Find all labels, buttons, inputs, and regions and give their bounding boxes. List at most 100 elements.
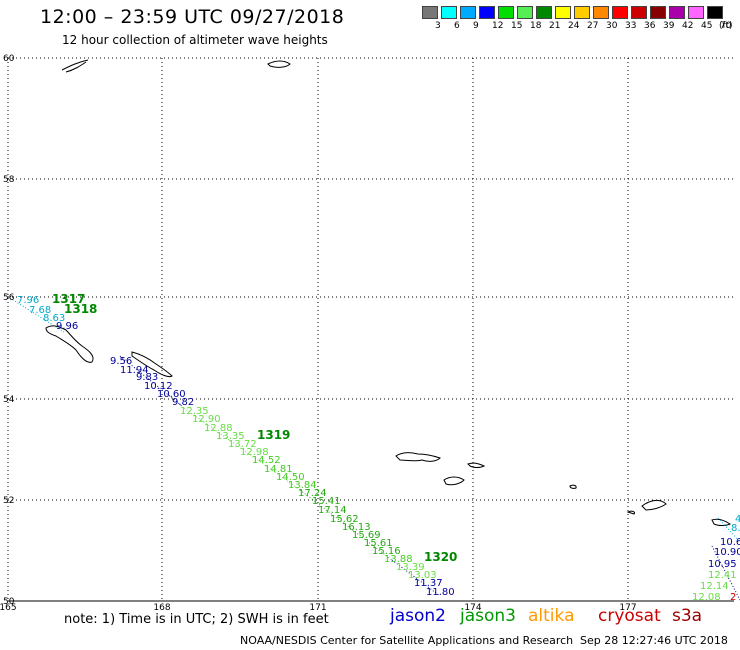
wave-height-value: 12.41: [708, 570, 737, 581]
legend-swatch: [707, 6, 723, 19]
legend-label: 42: [682, 21, 694, 31]
lat-tick-label: 56: [3, 293, 15, 303]
legend-label: 36: [644, 21, 656, 31]
wave-height-value: 13.88: [384, 554, 413, 565]
legend-swatch: [555, 6, 571, 19]
bering-island: [45, 325, 94, 363]
legend-swatch: [593, 6, 609, 19]
axis-ticks: 165 168 171 174 177 50 52 54 56 58 60: [0, 54, 637, 613]
pass-number-label: 1319: [257, 428, 290, 442]
map-title: 12:00 – 23:59 UTC 09/27/2018: [40, 6, 345, 28]
satellite-jason3: jason3: [460, 606, 516, 626]
satellite-cryosat: cryosat: [598, 606, 661, 626]
legend-swatch: [498, 6, 514, 19]
wave-height-value: 12.88: [204, 423, 233, 434]
lat-tick-label: 54: [3, 395, 15, 405]
wave-height-value: 15.69: [352, 530, 381, 541]
legend-label: 6: [454, 21, 460, 31]
wave-height-value: 9.96: [56, 321, 78, 332]
wave-height-value: 13.39: [396, 562, 425, 573]
wave-height-value: 11.80: [426, 587, 455, 598]
altimeter-tracks: [9, 297, 740, 601]
satellite-altika: altika: [528, 606, 575, 626]
wave-height-value: 12.35: [180, 406, 209, 417]
lon-tick-label: 177: [619, 603, 636, 613]
legend-label: 15: [511, 21, 523, 31]
lon-tick-label: 174: [464, 603, 481, 613]
map-subtitle: 12 hour collection of altimeter wave hei…: [62, 33, 328, 47]
wave-height-value: 11.37: [414, 578, 443, 589]
wave-height-value: 2: [730, 592, 736, 603]
wave-height-value: 13.03: [408, 570, 437, 581]
legend-label: 39: [663, 21, 675, 31]
wave-height-value: 12.90: [192, 414, 221, 425]
wave-height-value: 15.62: [330, 514, 359, 525]
attu-island: [395, 452, 441, 462]
semichi-island: [467, 462, 486, 468]
legend-unit: (ft): [719, 21, 733, 31]
track-segment: [391, 559, 441, 597]
wave-height-value: 10.6: [720, 537, 740, 548]
agattu-island: [443, 476, 465, 486]
wave-height-value: 7.68: [29, 305, 51, 316]
wave-height-value: 15.41: [312, 496, 341, 507]
wave-height-value: 13.72: [228, 439, 257, 450]
legend-label: 3: [435, 21, 441, 31]
units-note: note: 1) Time is in UTC; 2) SWH is in fe…: [64, 612, 329, 627]
wave-height-value: 16.13: [342, 522, 371, 533]
rat-islands: [626, 499, 731, 526]
legend-swatch: [536, 6, 552, 19]
legend-swatch: [517, 6, 533, 19]
land-outlines: [45, 59, 731, 526]
wave-height-value: 11.94: [120, 365, 149, 376]
legend-swatch: [574, 6, 590, 19]
wave-height-value: 10.90: [714, 547, 740, 558]
legend-label: 33: [625, 21, 637, 31]
lon-tick-label: 165: [0, 603, 17, 613]
legend-label: 12: [492, 21, 504, 31]
legend-swatch: [479, 6, 495, 19]
legend-swatch: [688, 6, 704, 19]
pass-number-label: 1317: [52, 292, 85, 306]
legend-label: 18: [530, 21, 542, 31]
wave-height-value: 15.61: [364, 538, 393, 549]
wave-height-value: 13.84: [288, 480, 317, 491]
wave-height-value: 9.83: [136, 372, 158, 383]
kamchatka-coast: [61, 59, 89, 73]
generated-timestamp: Sep 28 12:27:46 UTC 2018: [580, 634, 728, 647]
legend-swatch: [422, 6, 438, 19]
medny-island: [131, 351, 173, 377]
satellite-jason2: jason2: [390, 606, 446, 626]
legend-swatch: [631, 6, 647, 19]
wave-height-value: 10.95: [708, 559, 737, 570]
legend-label: 21: [549, 21, 561, 31]
wave-height-value: 8.: [731, 523, 740, 534]
buldir-island: [569, 484, 577, 489]
legend-label: 70: [720, 21, 732, 31]
wave-height-value: 14.50: [276, 472, 305, 483]
legend-label: 9: [473, 21, 479, 31]
lat-tick-label: 60: [3, 54, 15, 64]
legend-label: 30: [606, 21, 618, 31]
wave-height-value: 17.14: [318, 505, 347, 516]
lat-tick-label: 58: [3, 175, 15, 185]
legend-label: 45: [701, 21, 713, 31]
wave-height-value: 15.16: [372, 546, 401, 557]
wave-height-value: 8.63: [43, 313, 65, 324]
track-segment: [299, 489, 393, 561]
legend-label: 24: [568, 21, 580, 31]
legend-swatch: [669, 6, 685, 19]
wave-height-value: 10.60: [157, 389, 186, 400]
satellite-s3a: s3a: [672, 606, 703, 626]
track-segment: [711, 545, 740, 601]
wave-height-value: 9.82: [172, 397, 194, 408]
wave-height-value: 9.56: [110, 356, 132, 367]
wave-height-value: 12.98: [240, 447, 269, 458]
wave-height-value: 10.12: [144, 381, 173, 392]
wave-height-value: 7.96: [17, 295, 39, 306]
legend-swatch: [441, 6, 457, 19]
credit-line: NOAA/NESDIS Center for Satellite Applica…: [240, 634, 574, 647]
legend-swatch: [460, 6, 476, 19]
